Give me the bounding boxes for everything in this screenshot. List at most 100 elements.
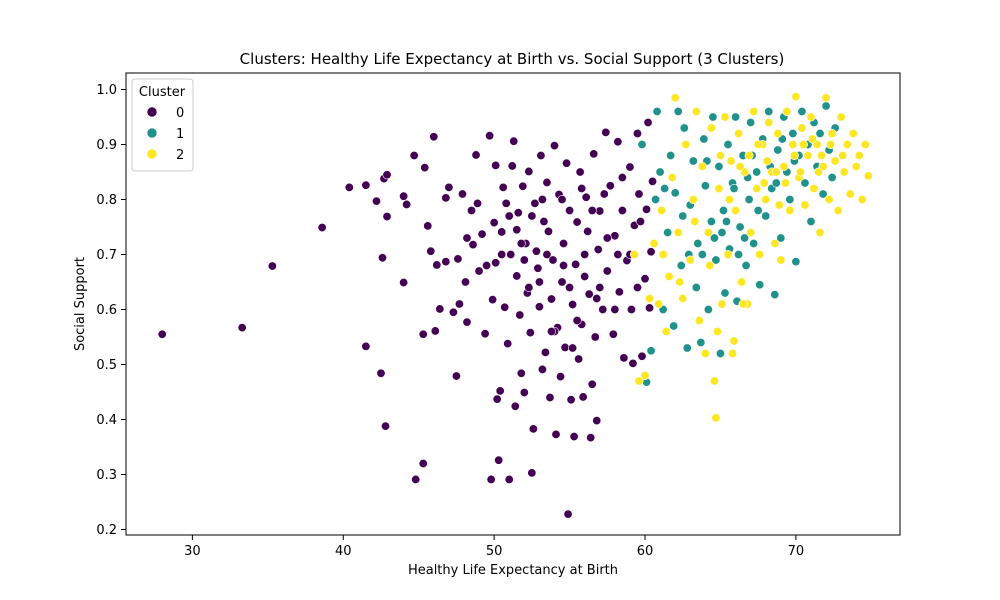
data-point-cluster-1 — [652, 107, 662, 117]
data-point-cluster-2 — [848, 129, 858, 139]
data-point-cluster-0 — [533, 263, 543, 273]
data-point-cluster-1 — [697, 250, 707, 260]
y-tick-label: 0.9 — [96, 138, 117, 153]
data-point-cluster-0 — [441, 193, 451, 203]
data-point-cluster-0 — [546, 294, 556, 304]
data-point-cluster-0 — [444, 182, 454, 192]
data-point-cluster-0 — [498, 182, 508, 192]
data-point-cluster-2 — [673, 228, 683, 238]
data-point-cluster-1 — [731, 112, 741, 122]
data-point-cluster-0 — [488, 295, 498, 305]
data-point-cluster-1 — [821, 101, 831, 111]
data-point-cluster-1 — [706, 217, 716, 227]
data-point-cluster-2 — [670, 93, 680, 103]
data-point-cluster-0 — [560, 342, 570, 352]
data-point-cluster-2 — [717, 299, 727, 309]
data-point-cluster-1 — [815, 129, 825, 139]
data-point-cluster-2 — [860, 140, 870, 150]
data-point-cluster-0 — [381, 421, 391, 431]
data-point-cluster-0 — [504, 474, 514, 484]
data-point-cluster-1 — [688, 156, 698, 166]
x-tick-label: 60 — [637, 544, 654, 559]
data-point-cluster-0 — [587, 379, 597, 389]
data-point-cluster-2 — [714, 184, 724, 194]
data-point-cluster-2 — [782, 107, 792, 117]
data-point-cluster-0 — [534, 277, 544, 287]
data-point-cluster-0 — [530, 198, 540, 208]
data-point-cluster-2 — [815, 228, 825, 238]
data-point-cluster-2 — [759, 178, 769, 188]
data-point-cluster-1 — [721, 217, 731, 227]
data-point-cluster-1 — [791, 257, 801, 267]
data-point-cluster-2 — [678, 293, 688, 303]
x-tick-label: 40 — [335, 544, 352, 559]
data-point-cluster-2 — [845, 189, 855, 199]
data-point-cluster-2 — [723, 250, 733, 260]
data-point-cluster-1 — [723, 140, 733, 150]
data-point-cluster-0 — [509, 136, 519, 146]
data-point-cluster-0 — [515, 310, 525, 320]
data-point-cluster-0 — [399, 191, 409, 201]
data-point-cluster-2 — [771, 167, 781, 177]
data-point-cluster-1 — [771, 178, 781, 188]
data-point-cluster-0 — [426, 246, 436, 256]
data-point-cluster-2 — [709, 376, 719, 386]
legend-marker-2 — [146, 148, 158, 160]
data-point-cluster-1 — [746, 118, 756, 128]
data-point-cluster-2 — [715, 151, 725, 161]
data-point-cluster-1 — [740, 233, 750, 243]
data-point-cluster-2 — [791, 92, 801, 102]
data-point-cluster-1 — [749, 239, 759, 249]
data-point-cluster-0 — [599, 189, 609, 199]
data-point-cluster-0 — [551, 429, 561, 439]
data-point-cluster-0 — [454, 299, 464, 309]
data-point-cluster-0 — [527, 211, 537, 221]
data-point-cluster-0 — [578, 392, 588, 402]
data-point-cluster-0 — [524, 166, 534, 176]
data-point-cluster-2 — [774, 200, 784, 210]
data-point-cluster-2 — [755, 250, 765, 260]
data-point-cluster-0 — [635, 217, 645, 227]
data-point-cluster-0 — [645, 303, 655, 313]
data-point-cluster-2 — [706, 123, 716, 133]
data-point-cluster-2 — [857, 195, 867, 205]
data-point-cluster-0 — [536, 151, 546, 161]
data-point-cluster-2 — [807, 134, 817, 144]
legend: Cluster 0 1 2 — [131, 78, 194, 172]
data-point-cluster-0 — [418, 458, 428, 468]
data-point-cluster-0 — [634, 189, 644, 199]
data-point-cluster-0 — [540, 347, 550, 357]
data-point-cluster-2 — [821, 93, 831, 103]
data-point-cluster-1 — [679, 123, 689, 133]
data-point-cluster-0 — [420, 163, 430, 173]
data-point-cluster-0 — [501, 198, 511, 208]
data-point-cluster-1 — [788, 129, 798, 139]
legend-marker-1 — [146, 127, 158, 139]
data-point-cluster-2 — [711, 413, 721, 423]
data-point-cluster-1 — [703, 304, 713, 314]
x-axis: 30 40 50 60 70 — [184, 535, 804, 559]
data-point-cluster-0 — [423, 221, 433, 231]
data-point-cluster-2 — [833, 206, 843, 216]
data-point-cluster-0 — [592, 293, 602, 303]
data-point-cluster-2 — [824, 195, 834, 205]
data-point-cluster-0 — [610, 231, 620, 241]
data-point-cluster-0 — [513, 208, 523, 218]
data-point-cluster-2 — [667, 173, 677, 183]
data-point-cluster-0 — [619, 353, 629, 363]
legend-label-0: 0 — [176, 106, 184, 121]
data-point-cluster-0 — [512, 225, 522, 235]
data-point-cluster-0 — [507, 161, 517, 171]
data-point-cluster-0 — [534, 302, 544, 312]
data-point-cluster-0 — [525, 328, 535, 338]
data-point-cluster-0 — [453, 254, 463, 264]
data-point-cluster-0 — [506, 250, 516, 260]
data-point-cluster-2 — [691, 107, 701, 117]
data-point-cluster-2 — [720, 112, 730, 122]
data-point-cluster-2 — [675, 277, 685, 287]
data-point-cluster-0 — [568, 343, 578, 353]
x-tick-label: 30 — [184, 544, 201, 559]
data-point-cluster-0 — [468, 240, 478, 250]
data-point-cluster-0 — [402, 199, 412, 209]
data-point-cluster-1 — [673, 107, 683, 117]
